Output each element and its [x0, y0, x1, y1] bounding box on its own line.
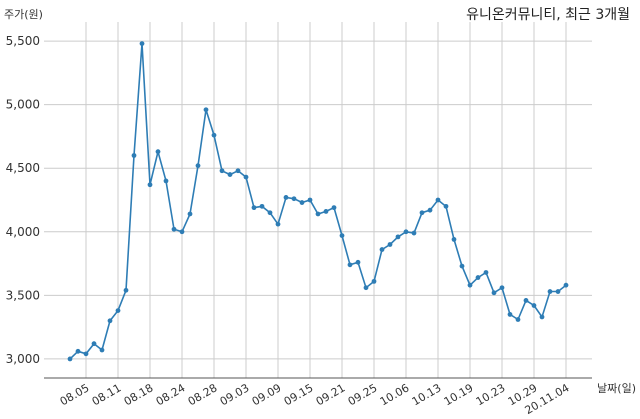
price-point: [299, 200, 305, 205]
price-point: [243, 174, 249, 180]
price-point: [259, 203, 265, 209]
price-point: [435, 197, 441, 203]
price-point: [323, 209, 329, 214]
price-point: [499, 285, 505, 291]
price-point: [283, 195, 289, 200]
price-point: [163, 178, 169, 184]
x-tick-label: 08.11: [90, 381, 124, 408]
price-point: [155, 149, 161, 155]
price-point: [123, 287, 129, 293]
y-tick-label: 4,000: [6, 225, 40, 239]
price-point: [363, 285, 369, 291]
price-point: [315, 211, 321, 217]
price-point: [427, 207, 433, 213]
price-point: [467, 282, 473, 288]
grid-lines: [44, 22, 592, 378]
price-point: [491, 290, 497, 296]
price-series-line: [69, 43, 567, 360]
price-point: [379, 247, 385, 252]
x-tick-label: 08.24: [154, 381, 188, 408]
chart-title: 유니온커뮤니티, 최근 3개월: [466, 7, 630, 23]
x-tick-label: 08.28: [186, 381, 220, 408]
y-tick-label: 3,000: [6, 352, 40, 366]
price-point: [267, 210, 273, 216]
price-point: [507, 312, 513, 317]
price-point: [515, 317, 521, 322]
price-point: [211, 132, 217, 138]
price-point: [187, 211, 193, 217]
price-point: [419, 210, 425, 216]
y-axis-label: 주가(원): [4, 8, 43, 21]
price-point: [107, 318, 113, 324]
price-point: [339, 233, 345, 239]
price-point: [251, 205, 257, 211]
price-point: [395, 234, 401, 240]
x-tick-label: 09.25: [346, 381, 380, 408]
x-tick-label: 10.19: [442, 381, 476, 408]
price-point: [235, 168, 241, 174]
price-point: [483, 270, 489, 275]
price-point: [91, 341, 97, 347]
price-point: [563, 282, 569, 288]
price-point: [475, 275, 481, 280]
price-point: [131, 153, 137, 158]
price-point: [99, 347, 105, 353]
price-point: [67, 356, 73, 362]
price-point: [531, 303, 537, 308]
price-point: [115, 308, 121, 314]
price-point: [291, 196, 297, 202]
price-point: [147, 182, 153, 188]
price-point: [355, 259, 361, 265]
x-tick-label: 10.06: [378, 381, 412, 408]
price-point: [547, 289, 553, 294]
price-point: [171, 226, 177, 232]
price-point: [227, 172, 233, 177]
x-tick-label: 09.15: [282, 381, 316, 408]
price-point: [195, 163, 201, 169]
x-tick-label: 09.21: [314, 381, 348, 408]
price-point: [451, 237, 457, 242]
price-point: [411, 230, 417, 236]
x-tick-label: 09.03: [218, 381, 252, 408]
price-point: [443, 203, 449, 209]
x-axis-ticks: 08.0508.1108.1808.2408.2809.0309.0909.15…: [58, 381, 572, 417]
price-point: [75, 348, 81, 354]
x-tick-label: 09.09: [250, 381, 284, 408]
y-tick-label: 4,500: [6, 161, 40, 175]
price-point: [555, 289, 561, 294]
y-tick-label: 5,500: [6, 34, 40, 48]
price-point: [179, 229, 185, 235]
x-tick-label: 08.18: [122, 381, 156, 408]
x-tick-label: 10.13: [410, 381, 444, 408]
price-point: [539, 314, 545, 320]
price-point: [331, 205, 337, 211]
price-point: [371, 278, 377, 284]
price-point: [347, 262, 353, 268]
price-points: [67, 41, 569, 362]
price-point: [387, 242, 393, 247]
x-tick-label: 08.05: [58, 381, 92, 408]
y-tick-label: 5,000: [6, 98, 40, 112]
price-point: [459, 263, 465, 269]
price-point: [275, 221, 281, 227]
price-point: [139, 41, 145, 47]
x-tick-label: 10.23: [474, 381, 508, 408]
y-axis-ticks: 3,000 3,500 4,000 4,500 5,000 5,500: [6, 34, 40, 366]
price-point: [523, 298, 529, 303]
price-point: [307, 197, 313, 203]
price-point: [203, 107, 209, 113]
x-axis-label: 날짜(일): [597, 382, 636, 395]
y-tick-label: 3,500: [6, 288, 40, 302]
price-point: [83, 351, 89, 357]
price-point: [403, 229, 409, 235]
price-point: [219, 168, 225, 174]
